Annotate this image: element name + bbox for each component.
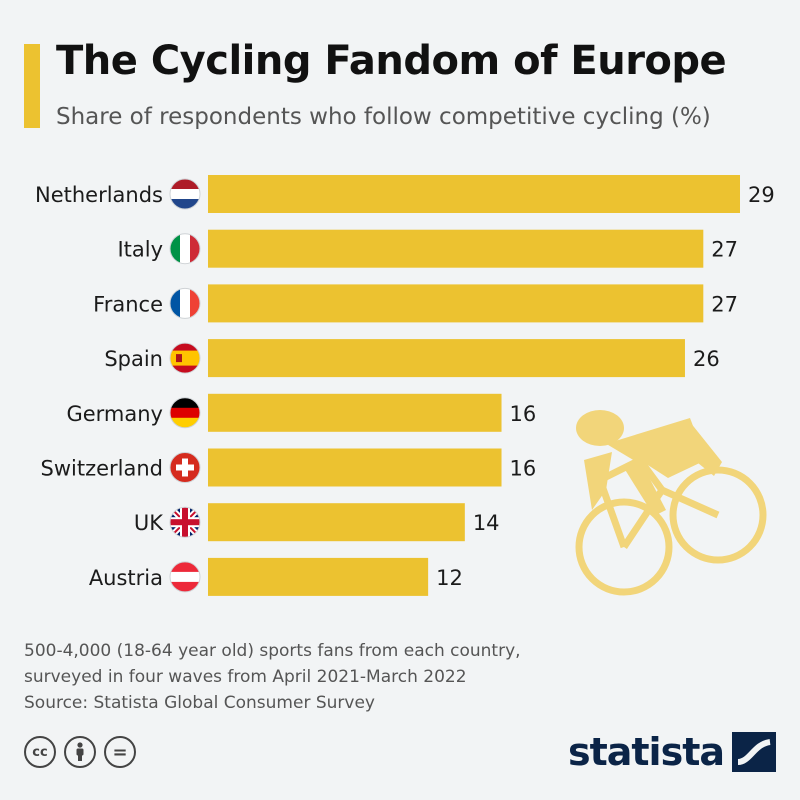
title-accent-bar [24, 44, 40, 128]
bar-netherlands [208, 175, 740, 213]
category-label: Austria [89, 566, 163, 590]
value-label: 12 [436, 566, 463, 590]
category-label: Spain [104, 347, 163, 371]
bar-chart: Netherlands 29 Italy 27 France 27 Spain 26 Germa… [35, 175, 775, 596]
bar-italy [208, 229, 704, 268]
creative-commons-icon: cc [24, 736, 56, 768]
italy-flag-icon [169, 233, 201, 265]
license-icons: cc = [24, 736, 136, 768]
bar-uk [208, 503, 465, 542]
statista-logo-text: statista [567, 730, 725, 774]
statista-logo: statista [568, 730, 776, 774]
no-derivatives-icon: = [104, 736, 136, 768]
value-label: 29 [748, 183, 775, 207]
footnote: 500-4,000 (18-64 year old) sports fans f… [24, 638, 724, 716]
value-label: 16 [510, 402, 537, 426]
value-label: 16 [510, 457, 537, 481]
page-subtitle: Share of respondents who follow competit… [56, 104, 711, 130]
switzerland-flag-icon [169, 452, 201, 483]
austria-flag-icon [169, 561, 201, 593]
value-label: 27 [711, 292, 738, 316]
bar-switzerland [208, 448, 502, 487]
uk-flag-icon [169, 506, 201, 538]
category-label: France [93, 292, 163, 316]
value-label: 14 [473, 511, 500, 535]
bar-austria [208, 557, 429, 596]
category-label: Switzerland [41, 457, 164, 481]
category-label: Germany [66, 402, 163, 426]
value-label: 26 [693, 347, 720, 371]
category-label: UK [134, 511, 164, 535]
category-label: Italy [117, 238, 163, 262]
value-label: 27 [711, 238, 738, 262]
bar-germany [208, 393, 502, 432]
bar-spain [208, 339, 685, 378]
cyclist-icon [575, 410, 767, 596]
page-title: The Cycling Fandom of Europe [56, 38, 727, 84]
netherlands-flag-icon [169, 178, 201, 210]
footnote-line-2: surveyed in four waves from April 2021-M… [24, 667, 467, 687]
germany-flag-icon [169, 397, 201, 429]
statista-logo-icon [732, 732, 776, 772]
spain-flag-icon [169, 342, 201, 374]
bar-france [208, 284, 704, 323]
france-flag-icon [169, 287, 201, 319]
attribution-person-icon [64, 736, 96, 768]
footnote-line-1: 500-4,000 (18-64 year old) sports fans f… [24, 641, 521, 661]
category-label: Netherlands [35, 183, 163, 207]
footnote-source: Source: Statista Global Consumer Survey [24, 693, 375, 713]
